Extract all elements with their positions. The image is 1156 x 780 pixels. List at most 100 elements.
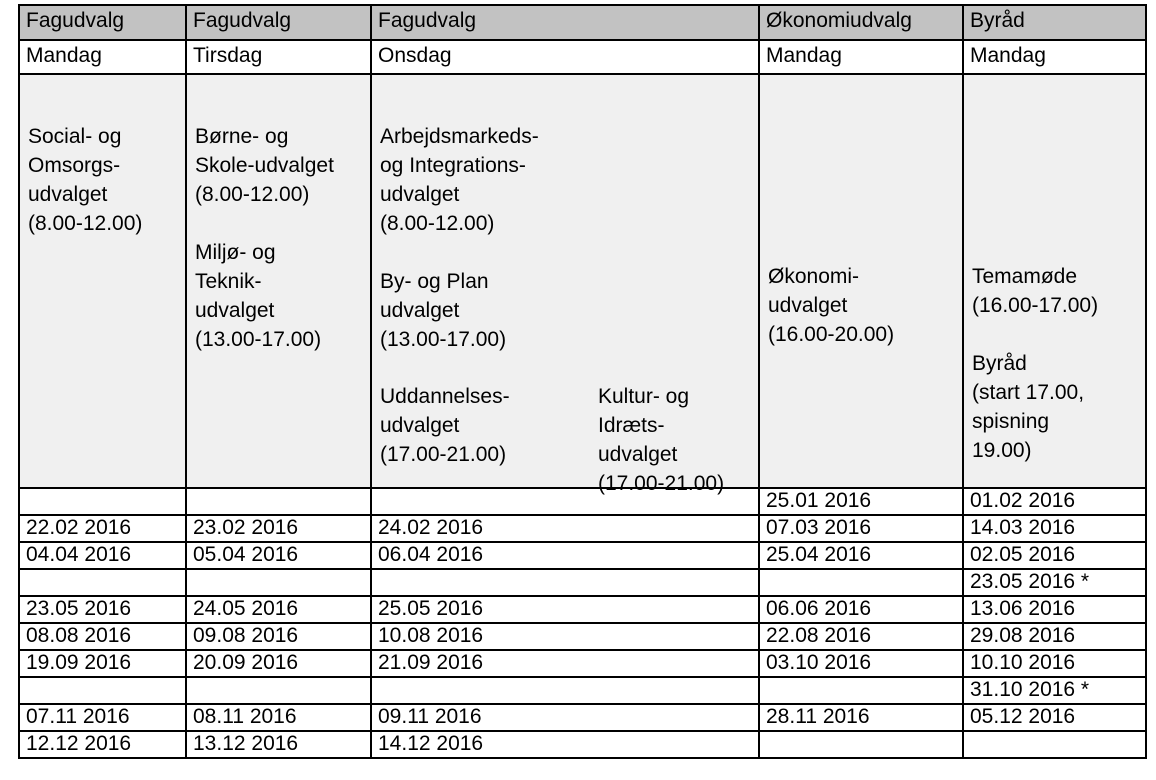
date-cell [18, 568, 187, 597]
date-cell: 12.12 2016 [18, 730, 187, 759]
committee-block-arbejdsmarked-integration: Arbejdsmarkeds- og Integrations- udvalge… [380, 93, 539, 238]
committee-time: (17.00-21.00) [380, 443, 507, 466]
date-cell: 23.02 2016 [185, 514, 372, 543]
committee-block-temamoede: Temamøde (16.00-17.00) [972, 233, 1098, 320]
table-row: 25.01 2016 01.02 2016 [18, 487, 1147, 516]
table-weekday-row: Mandag Tirsdag Onsdag Mandag Mandag [18, 39, 1147, 75]
table-row: 19.09 2016 20.09 2016 21.09 2016 03.10 2… [18, 649, 1147, 678]
committee-name: Arbejdsmarkeds- og Integrations- udvalge… [380, 125, 539, 206]
date-cell [370, 487, 760, 516]
date-cell: 23.05 2016 [18, 595, 187, 624]
date-cell: 24.02 2016 [370, 514, 760, 543]
date-cell: 05.12 2016 [962, 703, 1147, 732]
date-cell: 07.11 2016 [18, 703, 187, 732]
date-cell: 03.10 2016 [758, 649, 964, 678]
weekday-cell-col4: Mandag [758, 39, 964, 75]
date-cell [370, 568, 760, 597]
date-cell: 09.11 2016 [370, 703, 760, 732]
committees-cell-col3: Arbejdsmarkeds- og Integrations- udvalge… [370, 73, 760, 495]
committee-block-by-og-plan: By- og Plan udvalget (13.00-17.00) [380, 238, 506, 354]
committee-time: (8.00-12.00) [380, 212, 495, 235]
committee-name: Økonomi- udvalget [768, 265, 860, 317]
committees-cell-col5: Temamøde (16.00-17.00) Byråd (start 17.0… [962, 73, 1147, 489]
date-cell: 04.04 2016 [18, 541, 187, 570]
date-cell: 22.02 2016 [18, 514, 187, 543]
committee-time: (13.00-17.00) [195, 328, 322, 351]
date-cell: 09.08 2016 [185, 622, 372, 651]
date-cell: 08.11 2016 [185, 703, 372, 732]
date-cell: 25.04 2016 [758, 541, 964, 570]
header-cell-col5: Byråd [962, 4, 1147, 41]
date-cell: 06.04 2016 [370, 541, 760, 570]
committee-time: (16.00-17.00) [972, 294, 1099, 317]
committee-block-uddannelse: Uddannelses- udvalget (17.00-21.00) [380, 353, 510, 469]
date-cell: 10.08 2016 [370, 622, 760, 651]
committee-time: (16.00-20.00) [768, 323, 895, 346]
table-row: 31.10 2016 * [18, 676, 1147, 705]
weekday-cell-col2: Tirsdag [185, 39, 372, 75]
weekday-cell-col3: Onsdag [370, 39, 760, 75]
table-row: 23.05 2016 24.05 2016 25.05 2016 06.06 2… [18, 595, 1147, 624]
date-cell: 23.05 2016 * [962, 568, 1147, 597]
committee-time: (start 17.00, spisning 19.00) [972, 381, 1085, 462]
date-cell: 22.08 2016 [758, 622, 964, 651]
committee-block-oekonomiudvalget: Økonomi- udvalget (16.00-20.00) [768, 233, 894, 349]
date-cell [758, 568, 964, 597]
committee-time: (13.00-17.00) [380, 328, 507, 351]
date-cell: 25.05 2016 [370, 595, 760, 624]
committee-name: Social- og Omsorgs- udvalget [28, 125, 122, 206]
date-cell: 14.03 2016 [962, 514, 1147, 543]
date-cell: 14.12 2016 [370, 730, 760, 759]
date-cell [370, 676, 760, 705]
date-cell: 10.10 2016 [962, 649, 1147, 678]
header-cell-col2: Fagudvalg [185, 4, 372, 41]
committee-time: (17.00-21.00) [598, 472, 725, 495]
table-row: 04.04 2016 05.04 2016 06.04 2016 25.04 2… [18, 541, 1147, 570]
committees-cell-col2: Børne- og Skole-udvalget (8.00-12.00) Mi… [185, 73, 372, 489]
weekday-cell-col5: Mandag [962, 39, 1147, 75]
committee-time: (8.00-12.00) [28, 212, 143, 235]
committee-name: Miljø- og Teknik- udvalget [195, 241, 276, 322]
committee-block-byraad: Byråd (start 17.00, spisning 19.00) [972, 320, 1084, 465]
date-cell: 25.01 2016 [758, 487, 964, 516]
date-cell [18, 487, 187, 516]
date-cell [185, 568, 372, 597]
committee-name: By- og Plan udvalget [380, 270, 489, 322]
table-header-row: Fagudvalg Fagudvalg Fagudvalg Økonomiudv… [18, 4, 1147, 41]
header-cell-col1: Fagudvalg [18, 4, 187, 41]
date-cell [962, 730, 1147, 759]
table-row: 22.02 2016 23.02 2016 24.02 2016 07.03 2… [18, 514, 1147, 543]
date-cell: 08.08 2016 [18, 622, 187, 651]
header-cell-col3: Fagudvalg [370, 4, 760, 41]
date-cell [758, 730, 964, 759]
date-cell: 05.04 2016 [185, 541, 372, 570]
date-cell: 02.05 2016 [962, 541, 1147, 570]
date-cell [185, 487, 372, 516]
date-cell: 20.09 2016 [185, 649, 372, 678]
date-cell: 13.12 2016 [185, 730, 372, 759]
table-row: 08.08 2016 09.08 2016 10.08 2016 22.08 2… [18, 622, 1147, 651]
date-cell: 21.09 2016 [370, 649, 760, 678]
committee-block-social-omsorg: Social- og Omsorgs- udvalget (8.00-12.00… [28, 93, 142, 238]
date-cell [185, 676, 372, 705]
committee-name: Uddannelses- udvalget [380, 385, 510, 437]
date-cell: 24.05 2016 [185, 595, 372, 624]
date-cell [18, 676, 187, 705]
weekday-cell-col1: Mandag [18, 39, 187, 75]
date-cell: 01.02 2016 [962, 487, 1147, 516]
committee-name: Temamøde [972, 265, 1078, 288]
date-cell: 28.11 2016 [758, 703, 964, 732]
table-row: 23.05 2016 * [18, 568, 1147, 597]
committee-time: (8.00-12.00) [195, 183, 310, 206]
header-cell-col4: Økonomiudvalg [758, 4, 964, 41]
committee-block-kultur-idraet: Kultur- og Idræts- udvalget (17.00-21.00… [598, 353, 724, 498]
date-cell: 13.06 2016 [962, 595, 1147, 624]
committee-name: Børne- og Skole-udvalget [195, 125, 334, 177]
date-cell: 29.08 2016 [962, 622, 1147, 651]
date-cell: 31.10 2016 * [962, 676, 1147, 705]
date-cell: 06.06 2016 [758, 595, 964, 624]
table-committees-row: Social- og Omsorgs- udvalget (8.00-12.00… [18, 73, 1147, 495]
committee-block-boerne-skole: Børne- og Skole-udvalget (8.00-12.00) [195, 93, 334, 209]
table-row: 12.12 2016 13.12 2016 14.12 2016 [18, 730, 1147, 759]
